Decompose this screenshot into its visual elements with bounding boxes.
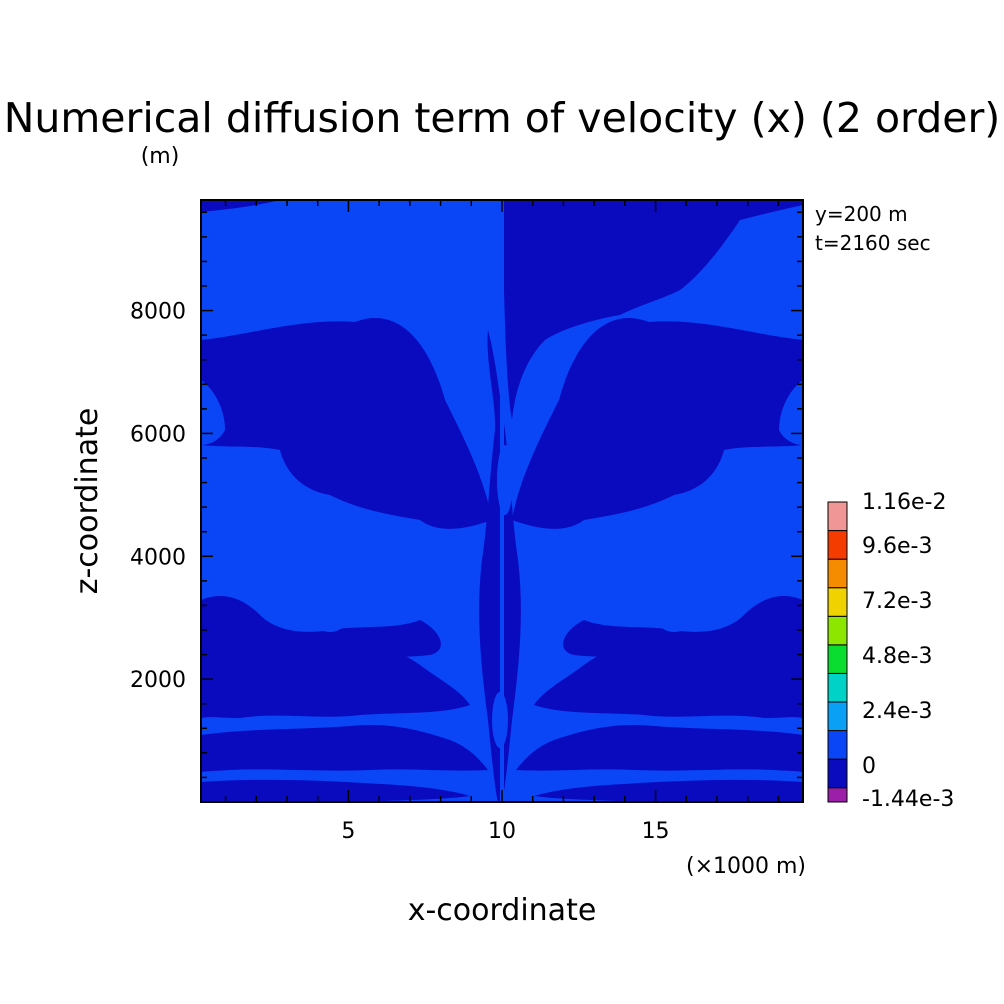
colorbar-label: 0	[862, 754, 876, 779]
annotation-y: y=200 m	[815, 202, 908, 226]
colorbar-swatch	[827, 672, 848, 703]
colorbar-label: -1.44e-3	[862, 787, 954, 812]
y-tick-label: 2000	[130, 668, 186, 693]
contour-field	[201, 200, 803, 802]
y-axis-label: z-coordinate	[70, 408, 105, 595]
colorbar-swatch	[827, 530, 848, 560]
colorbar-swatch	[827, 615, 848, 646]
chart-title: Numerical diffusion term of velocity (x)…	[4, 94, 1001, 142]
colorbar-swatch	[827, 501, 848, 532]
colorbar-label: 9.6e-3	[862, 534, 932, 559]
x-tick-label: 10	[488, 819, 516, 844]
x-axis-ticks: 5 10 15	[224, 200, 780, 844]
colorbar-label: 1.16e-2	[862, 490, 946, 515]
colorbar-swatch	[827, 787, 848, 803]
x-unit-label: (×1000 m)	[686, 854, 806, 879]
x-axis-label: x-coordinate	[408, 893, 597, 928]
colorbar-swatch	[827, 558, 848, 589]
y-tick-label: 8000	[130, 300, 186, 325]
colorbar-label: 4.8e-3	[862, 644, 932, 669]
x-tick-label: 5	[341, 819, 355, 844]
colorbar-swatch	[827, 730, 848, 760]
colorbar-label: 2.4e-3	[862, 699, 932, 724]
y-unit-label: (m)	[141, 144, 180, 169]
colorbar-swatch	[827, 644, 848, 674]
y-axis-ticks: 2000 4000 6000 8000	[130, 211, 803, 779]
x-tick-label: 15	[642, 819, 670, 844]
y-tick-label: 6000	[130, 422, 186, 447]
colorbar-swatch	[827, 701, 848, 732]
annotation-t: t=2160 sec	[815, 231, 931, 255]
field-band-dark	[201, 200, 803, 802]
colorbar-swatch	[827, 587, 848, 617]
colorbar: 1.16e-2 9.6e-3 7.2e-3 4.8e-3 2.4e-3 0 -1.44e-3	[827, 490, 954, 812]
colorbar-label: 7.2e-3	[862, 589, 932, 614]
colorbar-swatch	[827, 758, 848, 789]
y-tick-label: 4000	[130, 545, 186, 570]
